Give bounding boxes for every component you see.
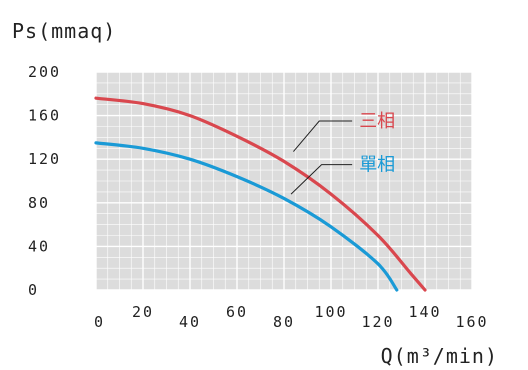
x-tick-label: 120 [361,313,394,331]
x-tick-label: 140 [408,303,441,321]
y-tick-labels: 0 40 80 120 160 200 [28,63,61,299]
x-tick-label: 40 [179,313,201,331]
x-tick-label: 60 [226,303,248,321]
legend-label-0: 三相 [359,111,395,132]
y-axis-label: Ps(mmaq) [12,19,116,43]
x-tick-labels: 0 20 40 60 80 100 120 140 160 [94,303,488,331]
y-tick-label: 200 [28,63,61,81]
y-tick-label: 0 [28,281,39,299]
x-tick-label: 20 [132,303,154,321]
y-tick-label: 160 [28,107,61,125]
x-tick-label: 160 [455,313,488,331]
legend-label-1: 單相 [359,155,395,176]
series-layer [94,96,427,292]
x-tick-label: 80 [273,313,295,331]
x-tick-label: 100 [314,303,347,321]
legend-leader-0 [293,120,353,152]
series-line-1 [94,141,399,292]
y-tick-label: 120 [28,150,61,168]
y-tick-label: 80 [28,194,50,212]
series-line-0 [94,96,427,292]
y-tick-label: 40 [28,237,50,255]
x-tick-label: 0 [94,313,105,331]
grid [95,71,473,291]
legend-leader-1 [290,164,353,195]
x-axis-label: Q(m³/min) [381,344,498,368]
